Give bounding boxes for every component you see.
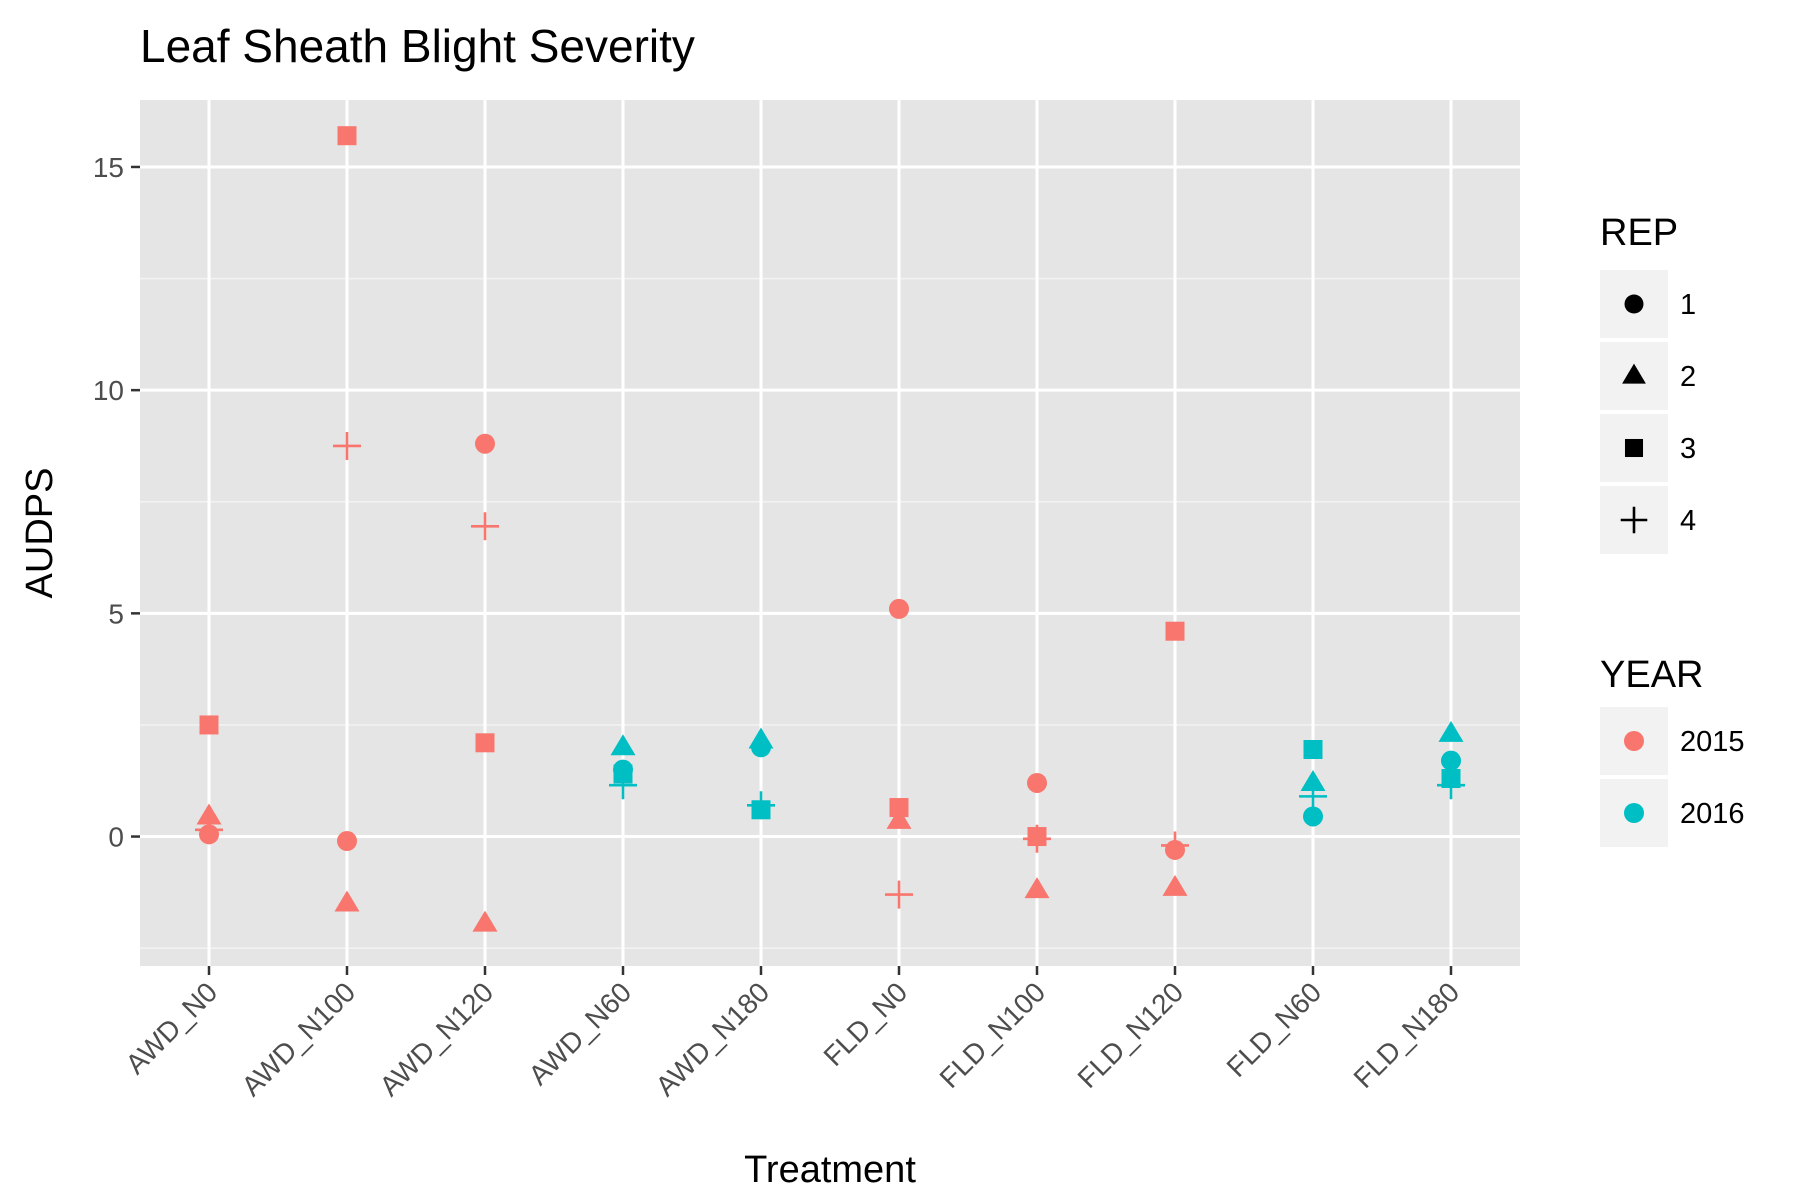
- data-point: [1161, 831, 1189, 860]
- data-point: [748, 727, 774, 749]
- legend-key-circle-icon: [1624, 731, 1644, 751]
- y-tick-label: 0: [108, 822, 124, 853]
- x-tick-label: FLD_N180: [1348, 976, 1466, 1094]
- legend-title-year: YEAR: [1600, 654, 1703, 696]
- data-point: [1165, 621, 1185, 641]
- y-tick-label: 15: [93, 152, 124, 183]
- x-tick-label: FLD_N60: [1221, 976, 1328, 1083]
- data-point: [337, 126, 357, 146]
- data-point: [1023, 824, 1051, 853]
- legend-label-rep: 3: [1680, 433, 1696, 465]
- legend-label-year: 2015: [1680, 726, 1745, 758]
- data-point: [475, 733, 495, 753]
- data-point: [1024, 877, 1050, 899]
- data-point: [196, 803, 222, 825]
- data-point: [1303, 740, 1323, 759]
- data-point: [889, 598, 909, 619]
- chart-title: Leaf Sheath Blight Severity: [140, 20, 695, 72]
- legend-label-rep: 1: [1680, 289, 1696, 321]
- y-tick-label: 5: [108, 598, 124, 629]
- legend-label-year: 2016: [1680, 798, 1745, 830]
- data-point: [885, 880, 913, 909]
- data-point: [475, 433, 495, 454]
- legend-key-triangle-icon: [1622, 363, 1646, 384]
- x-tick-label: FLD_N100: [934, 976, 1052, 1094]
- data-point: [1438, 720, 1464, 742]
- legend-key-plus-icon: [1620, 506, 1648, 534]
- plot-panel: [140, 100, 1520, 966]
- x-tick-label: FLD_N120: [1072, 976, 1190, 1094]
- data-point: [199, 715, 219, 735]
- data-point: [337, 831, 357, 852]
- data-point: [334, 890, 360, 912]
- legend-title-rep: REP: [1600, 212, 1678, 254]
- x-tick-label: FLD_N0: [818, 976, 914, 1072]
- legend: REP 1 2 3 4 YEAR 2015 2016: [1600, 212, 1745, 847]
- y-tick-label: 10: [93, 375, 124, 406]
- data-point: [472, 910, 498, 932]
- legend-key-circle-icon: [1624, 294, 1644, 314]
- legend-key-square-icon: [1624, 438, 1644, 458]
- legend-label-rep: 2: [1680, 361, 1696, 393]
- data-point: [1303, 806, 1323, 827]
- x-axis-title: Treatment: [744, 1149, 916, 1191]
- data-point: [886, 807, 912, 829]
- data-points: [195, 126, 1465, 932]
- data-point: [747, 791, 775, 820]
- y-axis-title: AUDPS: [19, 468, 61, 599]
- data-point: [471, 512, 499, 541]
- x-tick-label: AWD_N60: [523, 976, 638, 1091]
- data-point: [609, 771, 637, 800]
- data-point: [333, 431, 361, 460]
- data-point: [610, 734, 636, 756]
- x-tick-label: AWD_N120: [374, 976, 500, 1102]
- data-point: [1162, 874, 1188, 896]
- x-tick-label: AWD_N0: [120, 976, 224, 1080]
- data-point: [1299, 782, 1327, 811]
- legend-label-rep: 4: [1680, 505, 1696, 537]
- data-point: [1300, 769, 1326, 791]
- x-tick-label: AWD_N100: [236, 976, 362, 1102]
- data-point: [1441, 750, 1461, 771]
- data-point: [1027, 772, 1047, 793]
- legend-key-circle-icon: [1624, 803, 1644, 823]
- data-point: [195, 815, 223, 844]
- data-point: [889, 798, 909, 818]
- x-tick-label: AWD_N180: [650, 976, 776, 1102]
- data-point: [1437, 771, 1465, 800]
